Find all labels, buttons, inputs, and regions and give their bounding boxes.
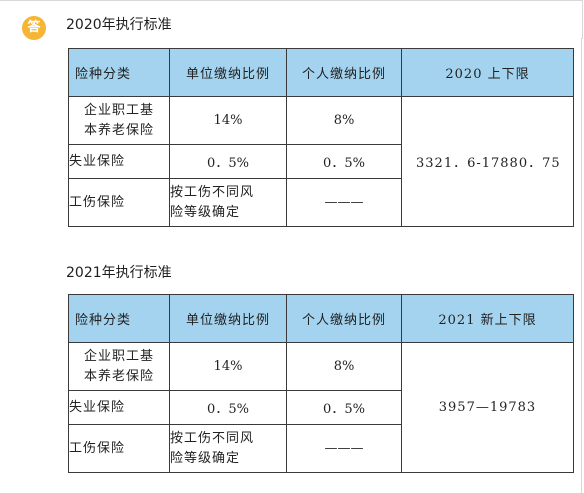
- cell-limit: 3957—19783: [401, 342, 574, 473]
- cell-insurance-type: 失业保险: [68, 390, 170, 425]
- table-row: 失业保险 0．5% 0．5%: [68, 390, 574, 425]
- table-row: 企业职工基 本养老保险 14% 8% 3321．6-17880．75: [68, 96, 574, 227]
- rate-table-2021: 险种分类 单位缴纳比例 个人缴纳比例 2021 新上下限 企业职工基 本养老保险 …: [68, 294, 574, 473]
- header-personal-rate: 个人缴纳比例: [286, 294, 402, 343]
- cell-personal-rate: 0．5%: [286, 144, 402, 179]
- cell-insurance-type: 失业保险: [68, 144, 170, 179]
- header-insurance-type: 险种分类: [68, 294, 170, 343]
- cell-employer-rate: 14%: [169, 342, 287, 391]
- cell-employer-rate: 按工伤不同风 险等级确定: [169, 424, 287, 473]
- section-title-2021: 2021年执行标准: [66, 265, 172, 281]
- content-frame-right: [581, 38, 582, 493]
- cell-insurance-type: 工伤保险: [68, 424, 170, 473]
- cell-employer-rate: 按工伤不同风 险等级确定: [169, 178, 287, 227]
- cell-insurance-type: 工伤保险: [68, 178, 170, 227]
- cell-employer-rate: 14%: [169, 96, 287, 145]
- rate-table-2020: 险种分类 单位缴纳比例 个人缴纳比例 2020 上下限 企业职工基 本养老保险 1…: [68, 48, 574, 227]
- cell-personal-rate: ———: [286, 424, 402, 473]
- table-header-row: 险种分类 单位缴纳比例 个人缴纳比例 2021 新上下限: [68, 294, 574, 343]
- answer-badge: 答: [22, 16, 46, 40]
- header-limit: 2020 上下限: [401, 48, 574, 97]
- cell-limit: 3321．6-17880．75: [401, 96, 574, 227]
- cell-employer-rate: 0．5%: [169, 144, 287, 179]
- cell-personal-rate: 0．5%: [286, 390, 402, 425]
- cell-insurance-type: 企业职工基 本养老保险: [68, 96, 170, 145]
- cell-employer-rate: 0．5%: [169, 390, 287, 425]
- table-row: 工伤保险 按工伤不同风 险等级确定 ———: [68, 178, 574, 227]
- cell-insurance-type: 企业职工基 本养老保险: [68, 342, 170, 391]
- table-row: 企业职工基 本养老保险 14% 8% 3957—19783: [68, 342, 574, 473]
- table-header-row: 险种分类 单位缴纳比例 个人缴纳比例 2020 上下限: [68, 48, 574, 97]
- cell-personal-rate: ———: [286, 178, 402, 227]
- content-frame-top: [0, 0, 583, 39]
- section-title-2020: 2020年执行标准: [66, 17, 172, 33]
- table-row: 工伤保险 按工伤不同风 险等级确定 ———: [68, 424, 574, 473]
- cell-personal-rate: 8%: [286, 342, 402, 391]
- cell-personal-rate: 8%: [286, 96, 402, 145]
- header-personal-rate: 个人缴纳比例: [286, 48, 402, 97]
- header-limit: 2021 新上下限: [401, 294, 574, 343]
- header-employer-rate: 单位缴纳比例: [169, 48, 287, 97]
- header-employer-rate: 单位缴纳比例: [169, 294, 287, 343]
- header-insurance-type: 险种分类: [68, 48, 170, 97]
